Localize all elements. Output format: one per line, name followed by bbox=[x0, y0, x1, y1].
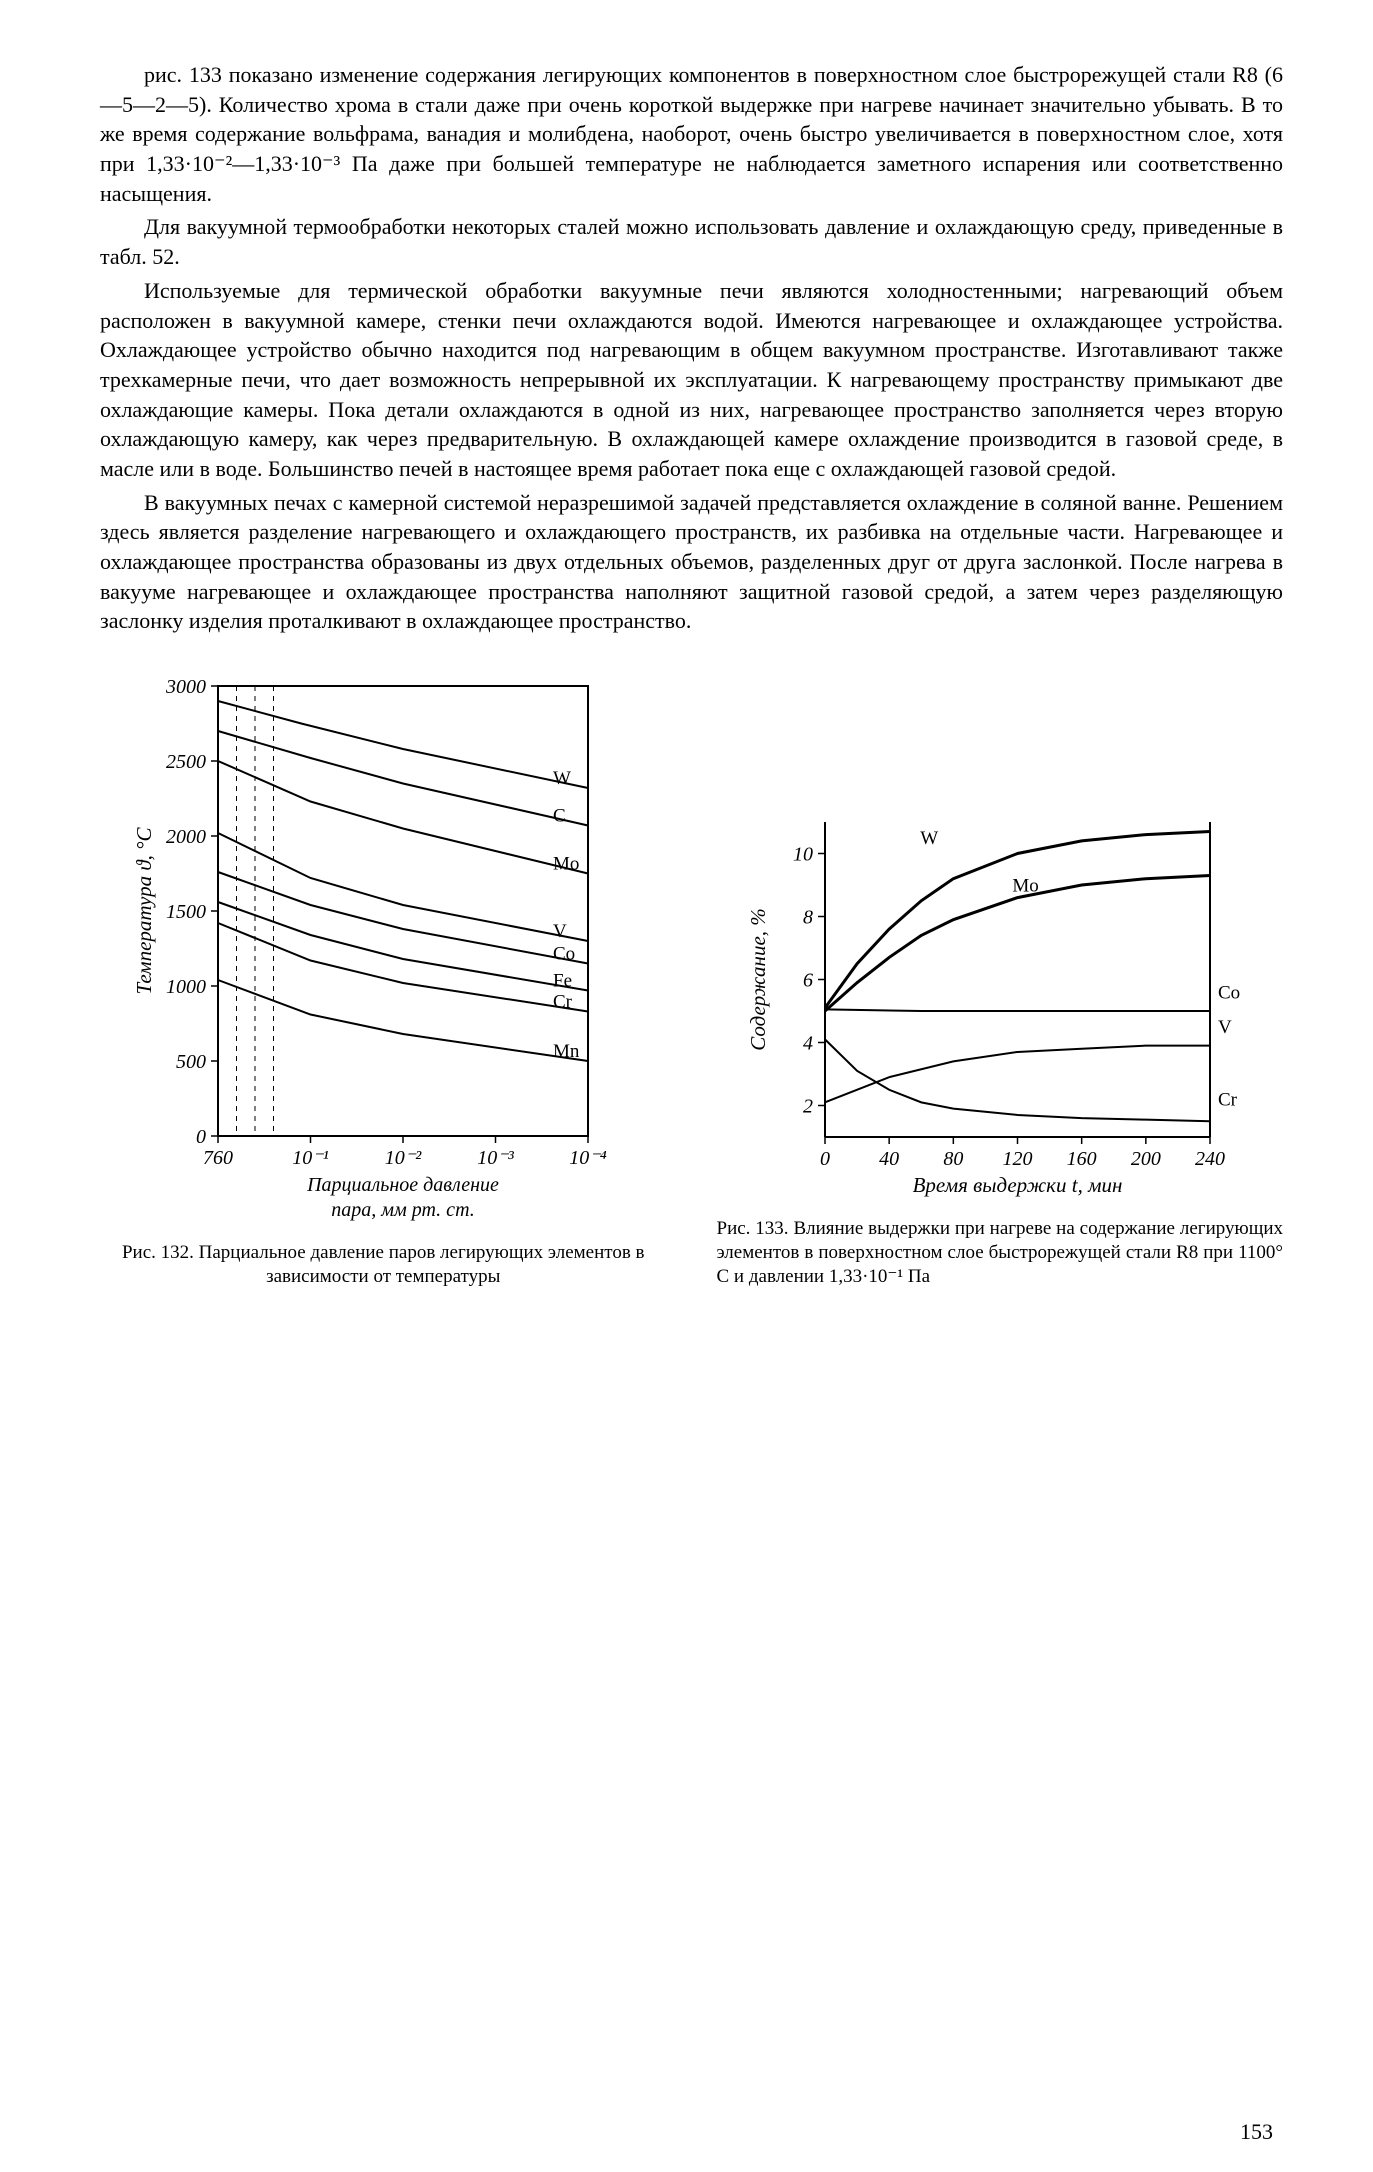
svg-text:Mo: Mo bbox=[553, 854, 579, 875]
svg-text:V: V bbox=[553, 921, 567, 942]
svg-text:760: 760 bbox=[203, 1147, 233, 1169]
figure-133-chart: 2 4 6 8 10 0 40 80 120 160 200 240 W Mo Co V Cr Содержани… bbox=[735, 807, 1265, 1207]
svg-text:Cr: Cr bbox=[1218, 1090, 1238, 1111]
figures-row: 05001000150020002500300076010⁻¹10⁻²10⁻³1… bbox=[100, 671, 1283, 1289]
svg-text:W: W bbox=[920, 828, 938, 849]
svg-text:пара, мм рт. ст.: пара, мм рт. ст. bbox=[331, 1199, 475, 1221]
svg-text:10⁻²: 10⁻² bbox=[385, 1147, 423, 1169]
paragraph-4: В вакуумных печах с камерной системой не… bbox=[100, 488, 1283, 636]
svg-text:2: 2 bbox=[803, 1096, 813, 1118]
figure-133-col: 2 4 6 8 10 0 40 80 120 160 200 240 W Mo Co V Cr Содержани… bbox=[717, 807, 1284, 1288]
svg-text:10: 10 bbox=[793, 844, 813, 866]
svg-text:Mo: Mo bbox=[1012, 876, 1038, 897]
svg-text:40: 40 bbox=[879, 1148, 899, 1170]
svg-text:0: 0 bbox=[820, 1148, 830, 1170]
svg-text:200: 200 bbox=[1131, 1148, 1161, 1170]
svg-text:10⁻⁴: 10⁻⁴ bbox=[569, 1147, 607, 1169]
svg-text:500: 500 bbox=[176, 1051, 206, 1073]
figure-132-col: 0 500 1000 1500 2000 2500 3000 760 10⁻¹ 10⁻² 10⁻³ 1… bbox=[100, 671, 667, 1289]
svg-text:Время выдержки t, мин: Время выдержки t, мин bbox=[912, 1173, 1122, 1197]
svg-text:Fe: Fe bbox=[553, 971, 572, 992]
svg-text:80: 80 bbox=[943, 1148, 963, 1170]
svg-text:0: 0 bbox=[196, 1126, 206, 1148]
svg-text:120: 120 bbox=[1002, 1148, 1032, 1170]
figure-133-caption: Рис. 133. Влияние выдержки при нагреве н… bbox=[717, 1217, 1284, 1288]
svg-text:10⁻³: 10⁻³ bbox=[477, 1147, 515, 1169]
page-number: 153 bbox=[1240, 2117, 1273, 2147]
svg-text:10⁻¹: 10⁻¹ bbox=[292, 1147, 329, 1169]
svg-text:8: 8 bbox=[803, 907, 813, 929]
svg-text:Mn: Mn bbox=[553, 1041, 580, 1062]
paragraph-2: Для вакуумной термообработки некоторых с… bbox=[100, 212, 1283, 271]
svg-text:160: 160 bbox=[1066, 1148, 1096, 1170]
svg-text:V: V bbox=[1218, 1017, 1232, 1038]
svg-text:1500: 1500 bbox=[166, 901, 206, 923]
svg-text:Содержание, %: Содержание, % bbox=[746, 909, 770, 1052]
paragraph-1: рис. 133 показано изменение содержания л… bbox=[100, 60, 1283, 208]
svg-text:C: C bbox=[553, 806, 566, 827]
svg-text:3000: 3000 bbox=[165, 676, 206, 698]
svg-text:2000: 2000 bbox=[166, 826, 206, 848]
svg-text:4: 4 bbox=[803, 1033, 813, 1055]
svg-text:Парциальное давление: Парциальное давление bbox=[306, 1174, 499, 1196]
svg-text:Co: Co bbox=[553, 944, 575, 965]
svg-text:6: 6 bbox=[803, 970, 813, 992]
svg-text:W: W bbox=[553, 768, 571, 789]
paragraph-3: Используемые для термической обработки в… bbox=[100, 276, 1283, 484]
svg-text:Co: Co bbox=[1218, 983, 1240, 1004]
svg-text:Cr: Cr bbox=[553, 992, 573, 1013]
svg-text:1000: 1000 bbox=[166, 976, 206, 998]
svg-text:240: 240 bbox=[1195, 1148, 1225, 1170]
svg-text:Температура ϑ, °C: Температура ϑ, °C bbox=[132, 827, 156, 995]
figure-132-chart: 0 500 1000 1500 2000 2500 3000 760 10⁻¹ 10⁻² 10⁻³ 1… bbox=[123, 671, 643, 1231]
svg-text:2500: 2500 bbox=[166, 751, 206, 773]
figure-132-caption: Рис. 132. Парциальное давление паров лег… bbox=[100, 1241, 667, 1289]
